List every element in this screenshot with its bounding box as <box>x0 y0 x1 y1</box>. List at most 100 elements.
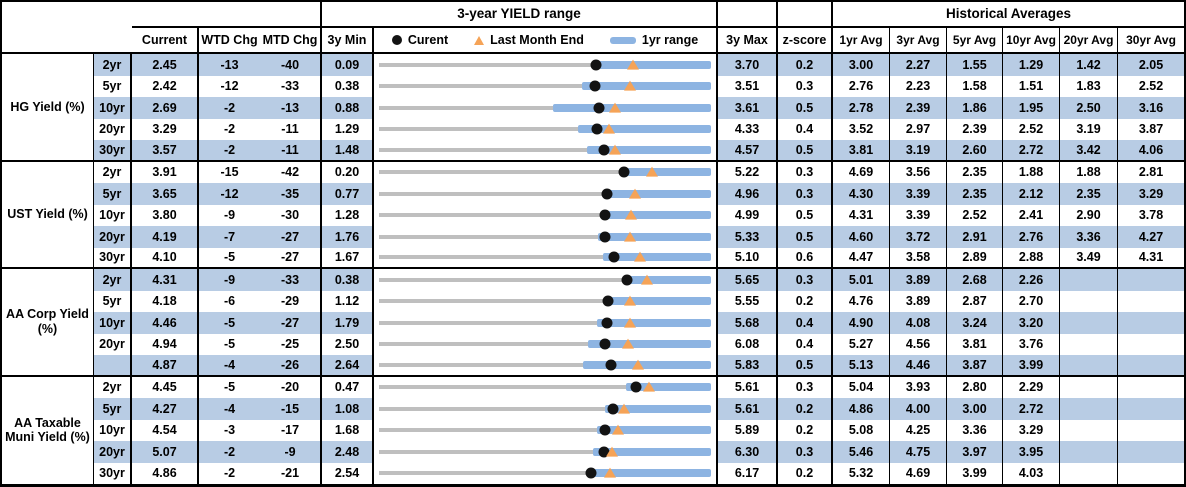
max3y-cell: 5.83 <box>718 355 778 377</box>
zscore-cell: 0.2 <box>778 54 833 76</box>
last-month-end-marker-icon <box>605 446 618 457</box>
range-track <box>379 420 711 442</box>
range-track <box>379 441 711 463</box>
avg-5yr-cell: 2.89 <box>947 247 1003 269</box>
avg-30yr-cell: 4.31 <box>1118 248 1184 269</box>
tenor-cell: 5yr <box>94 398 132 420</box>
tenor-cell: 10yr <box>94 312 132 334</box>
range-1yr-bar <box>597 426 711 435</box>
col-header-3ymin: 3y Min <box>322 28 374 54</box>
avg-3yr-cell: 2.27 <box>890 54 947 76</box>
avg-30yr-cell <box>1118 334 1184 356</box>
range-3y-line <box>379 320 711 325</box>
avg-3yr-cell: 3.39 <box>890 204 947 226</box>
avg-20yr-cell <box>1060 355 1118 377</box>
max3y-cell: 3.51 <box>718 75 778 97</box>
max3y-cell: 5.33 <box>718 226 778 248</box>
current-marker-icon <box>618 166 630 178</box>
avg-10yr-cell: 2.88 <box>1003 247 1060 269</box>
mtd-chg-cell: -15 <box>260 398 322 420</box>
range-chart <box>374 97 718 119</box>
avg-5yr-cell: 3.97 <box>947 441 1003 463</box>
avg-10yr-cell: 4.03 <box>1003 462 1060 484</box>
range-1yr-bar <box>626 383 711 392</box>
avg-3yr-cell: 2.39 <box>890 97 947 119</box>
last-month-end-marker-icon <box>632 359 645 370</box>
avg-3yr-cell: 3.89 <box>890 269 947 291</box>
tenor-cell: 10yr <box>94 97 132 119</box>
avg-30yr-cell <box>1118 463 1184 485</box>
wtd-chg-cell: -5 <box>199 312 260 334</box>
avg-3yr-cell: 3.89 <box>890 290 947 312</box>
col-header-3ymax: 3y Max <box>718 28 778 54</box>
zscore-cell: 0.6 <box>778 247 833 269</box>
min3y-cell: 1.48 <box>322 140 374 162</box>
current-cell: 4.10 <box>132 247 199 269</box>
range-3y-line <box>379 213 711 218</box>
avg-5yr-cell: 3.87 <box>947 355 1003 377</box>
wtd-chg-cell: -7 <box>199 226 260 248</box>
wtd-chg-cell: -5 <box>223 337 236 351</box>
avg-20yr-cell <box>1060 333 1118 355</box>
range-1yr-bar <box>552 103 711 112</box>
avg-1yr-cell: 4.31 <box>833 204 890 226</box>
range-1yr-bar <box>606 189 711 198</box>
tenor-cell: 30yr <box>94 247 132 269</box>
avg-20yr-cell: 2.35 <box>1060 183 1118 205</box>
col-header-mtd: MTD Chg <box>260 28 322 54</box>
header-blank-left <box>132 2 322 28</box>
avg-20yr-cell <box>1060 290 1118 312</box>
last-month-end-marker-icon <box>624 80 637 91</box>
range-chart <box>374 419 718 442</box>
range-3y-line <box>379 449 711 454</box>
mtd-chg-cell: -27 <box>260 226 322 248</box>
avg-20yr-cell: 2.90 <box>1060 204 1118 226</box>
range-1yr-bar <box>602 253 711 262</box>
col-header-current: Current <box>132 28 199 54</box>
max3y-cell: 5.61 <box>718 376 778 398</box>
current-marker-icon <box>601 317 613 329</box>
avg-5yr-cell: 2.80 <box>947 376 1003 398</box>
range-track <box>379 248 711 268</box>
range-track <box>379 140 711 160</box>
tenor-cell: 20yr <box>94 441 132 463</box>
header-blank-z <box>778 2 833 28</box>
max3y-cell: 6.17 <box>718 462 778 484</box>
min3y-cell: 2.50 <box>322 333 374 355</box>
avg-1yr-cell: 4.86 <box>833 398 890 420</box>
range-chart <box>374 118 718 140</box>
avg-30yr-cell <box>1118 441 1184 463</box>
range-3y-line <box>379 147 711 152</box>
mtd-chg-cell: -30 <box>260 204 322 226</box>
range-1yr-bar <box>581 82 711 91</box>
range-section-header: 3-year YIELD range <box>322 2 718 28</box>
last-month-end-marker-icon <box>641 274 654 285</box>
range-3y-line <box>379 277 711 282</box>
zscore-cell: 0.2 <box>778 290 833 312</box>
range-3y-line <box>379 255 711 260</box>
range-track <box>379 205 711 227</box>
min3y-cell: 1.28 <box>322 204 374 226</box>
range-chart <box>374 355 718 377</box>
avg-10yr-cell: 1.95 <box>1003 97 1060 119</box>
min3y-cell: 0.38 <box>322 75 374 97</box>
max3y-cell: 5.61 <box>718 398 778 420</box>
current-cell: 4.46 <box>132 312 199 334</box>
zscore-cell: 0.2 <box>778 398 833 420</box>
avg-3yr-cell: 3.72 <box>890 226 947 248</box>
max3y-cell: 4.57 <box>718 140 778 162</box>
avg-1yr-cell: 2.76 <box>833 75 890 97</box>
legend-1yr-range: 1yr range <box>609 34 698 47</box>
tenor-cell: 2yr <box>94 376 132 398</box>
current-marker-icon <box>593 102 605 114</box>
mtd-chg-cell: -17 <box>260 419 322 441</box>
range-track <box>379 334 711 356</box>
range-3y-line <box>379 471 711 476</box>
range-chart <box>374 376 718 399</box>
mtd-chg-cell: -21 <box>260 462 322 484</box>
range-3y-line <box>379 362 711 367</box>
range-track <box>379 377 711 399</box>
current-cell: 2.69 <box>132 97 199 119</box>
range-3y-line <box>379 406 711 411</box>
last-month-end-triangle-icon <box>474 35 485 45</box>
